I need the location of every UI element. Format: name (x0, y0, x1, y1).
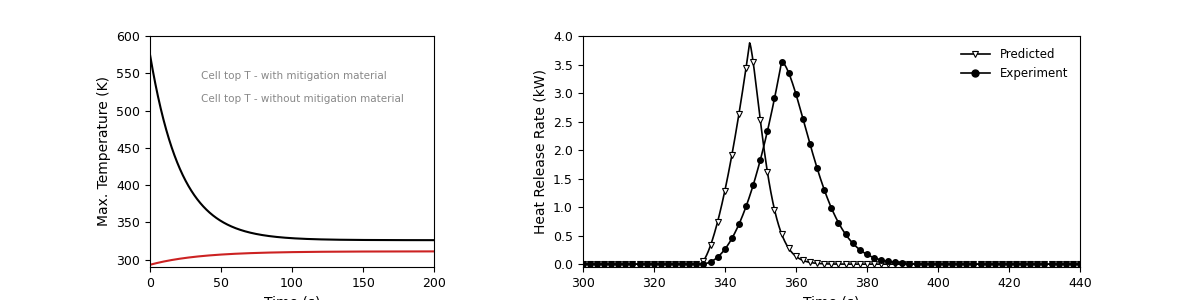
Y-axis label: Heat Release Rate (kW): Heat Release Rate (kW) (533, 69, 547, 234)
X-axis label: Time (s): Time (s) (803, 295, 859, 300)
Y-axis label: Max. Temperature (K): Max. Temperature (K) (97, 76, 110, 226)
Legend: Predicted, Experiment: Predicted, Experiment (955, 42, 1074, 86)
Text: Cell top T - without mitigation material: Cell top T - without mitigation material (202, 94, 404, 104)
Text: Cell top T - with mitigation material: Cell top T - with mitigation material (202, 70, 386, 81)
X-axis label: Time (s): Time (s) (264, 295, 320, 300)
